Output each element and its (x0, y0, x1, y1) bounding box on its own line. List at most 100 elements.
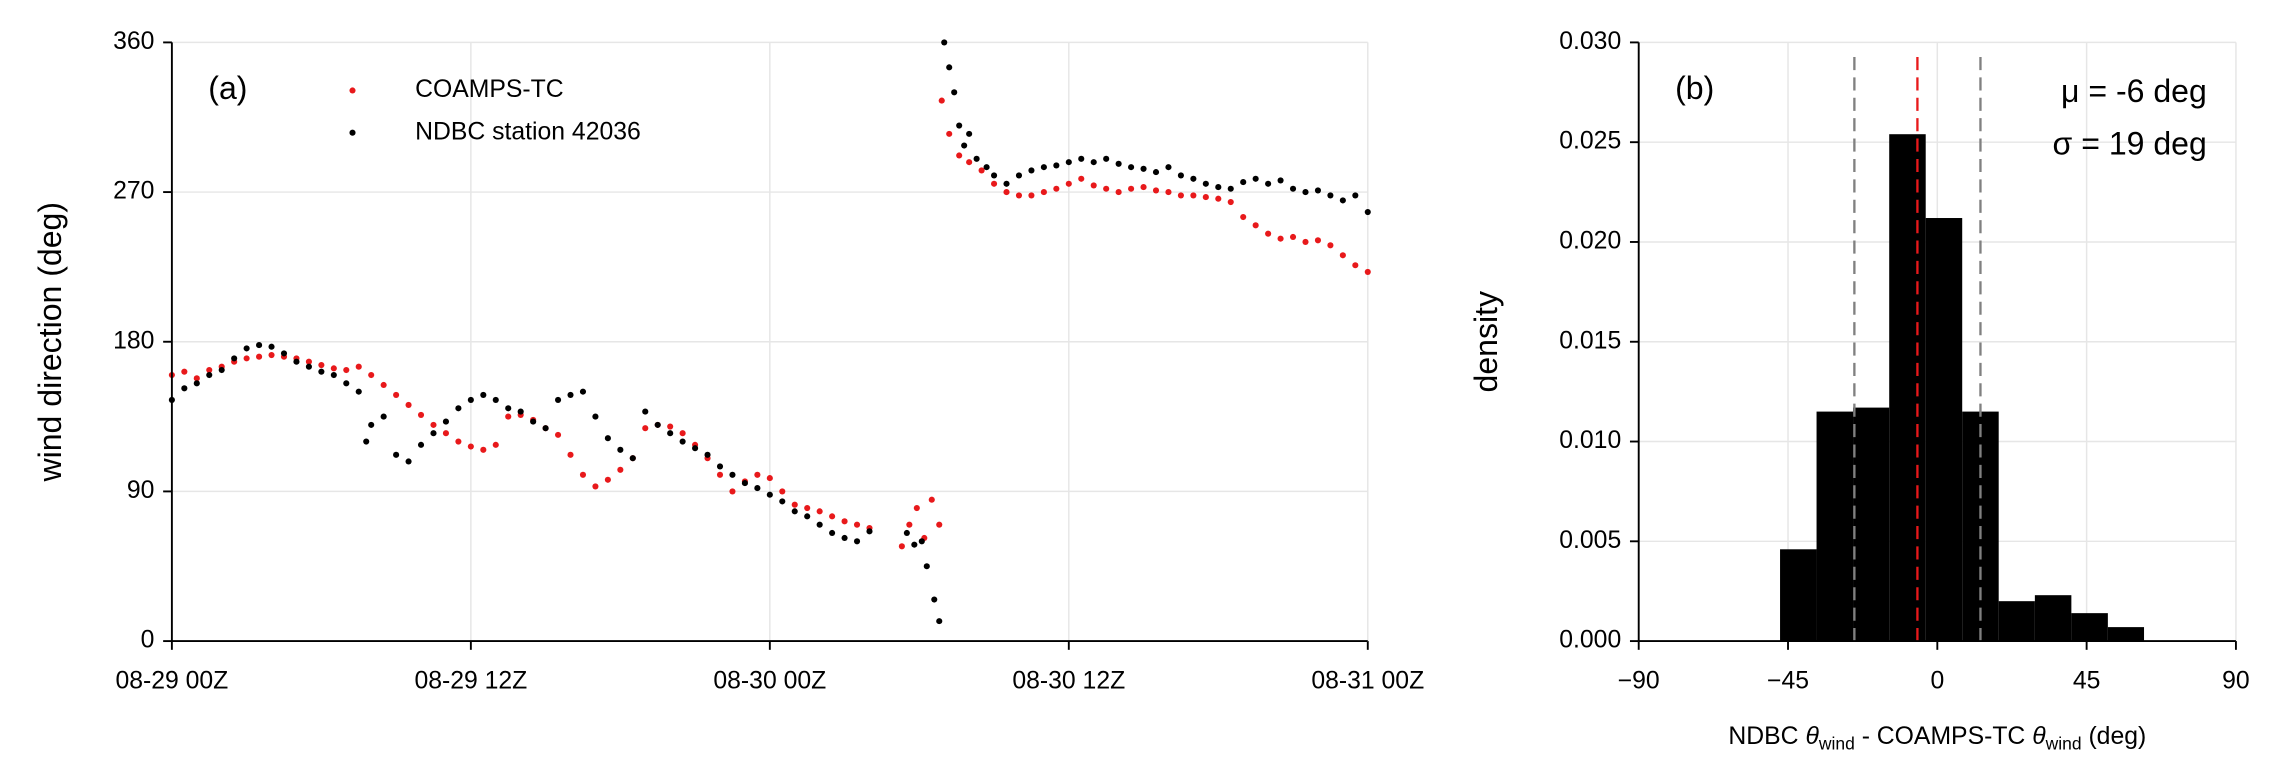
y-tick-label: 360 (113, 28, 154, 55)
data-point (1327, 242, 1334, 249)
data-point (983, 164, 990, 171)
y-tick-label: 0.025 (1559, 128, 1621, 155)
data-point (417, 441, 425, 448)
data-point (938, 97, 945, 104)
annotation: σ = 19 deg (2053, 125, 2207, 161)
data-point (1078, 155, 1085, 162)
data-point (1364, 208, 1371, 216)
data-point (716, 463, 724, 470)
data-point (956, 152, 963, 159)
data-point (1053, 162, 1060, 169)
data-point (1190, 175, 1197, 182)
data-point (1314, 187, 1322, 194)
data-point (206, 371, 213, 379)
data-point (579, 471, 587, 478)
data-point (231, 355, 238, 362)
data-point (1015, 192, 1023, 199)
data-point (1152, 187, 1160, 194)
data-point (754, 471, 761, 478)
data-point (928, 496, 935, 503)
data-point (1202, 194, 1209, 201)
data-point (604, 476, 611, 483)
x-tick-label: 08-29 00Z (115, 667, 228, 694)
panel-label: (b) (1675, 70, 1714, 106)
data-point (1040, 164, 1047, 171)
data-point (1015, 172, 1023, 179)
data-point (268, 343, 275, 350)
x-tick-label: −45 (1767, 667, 1809, 694)
data-point (866, 528, 873, 535)
data-point (991, 180, 998, 187)
data-point (779, 488, 786, 495)
data-point (629, 455, 636, 462)
legend-marker (349, 87, 356, 94)
data-point (380, 413, 387, 420)
data-point (604, 435, 611, 442)
data-point (554, 396, 562, 404)
data-point (946, 130, 953, 137)
data-point (1165, 189, 1172, 196)
data-point (1177, 192, 1184, 199)
data-point (841, 518, 848, 525)
data-point (642, 425, 649, 432)
data-point (505, 405, 512, 412)
data-point (973, 155, 980, 162)
data-point (1352, 262, 1359, 269)
data-point (1227, 185, 1234, 192)
data-point (1003, 180, 1010, 187)
data-point (1265, 230, 1272, 237)
data-point (1302, 238, 1309, 246)
histogram-bar (1889, 134, 1926, 642)
data-point (679, 438, 686, 445)
x-axis-label: NDBC θwind - COAMPS-TC θwind (deg) (1728, 723, 2146, 753)
data-point (430, 421, 437, 428)
data-point (1215, 184, 1222, 191)
panel-label: (a) (208, 70, 247, 106)
data-point (1265, 180, 1272, 187)
y-tick-label: 270 (113, 178, 154, 205)
annotation: μ = -6 deg (2061, 73, 2207, 109)
data-point (913, 504, 920, 512)
y-tick-label: 0.030 (1559, 28, 1621, 55)
data-point (1277, 235, 1284, 242)
data-point (754, 485, 761, 492)
data-point (330, 365, 337, 372)
data-point (505, 413, 512, 420)
data-point (1028, 192, 1035, 199)
data-point (911, 541, 918, 548)
data-point (946, 64, 953, 71)
data-point (305, 358, 312, 365)
data-point (667, 423, 674, 430)
data-point (816, 521, 823, 528)
data-point (181, 385, 188, 392)
data-point (1128, 185, 1135, 192)
data-point (1352, 192, 1359, 199)
data-point (617, 446, 624, 453)
data-point (305, 363, 312, 370)
x-tick-label: 08-29 12Z (414, 667, 527, 694)
data-point (1364, 268, 1371, 275)
data-point (804, 504, 811, 512)
data-point (966, 130, 973, 137)
y-tick-label: 0.020 (1559, 228, 1621, 255)
data-point (480, 446, 487, 453)
data-point (642, 408, 649, 415)
data-point (343, 380, 350, 387)
data-point (193, 380, 200, 387)
data-point (654, 421, 661, 428)
y-tick-label: 0.010 (1559, 427, 1621, 454)
data-point (243, 355, 250, 362)
x-tick-label: 08-31 00Z (1311, 667, 1424, 694)
data-point (918, 538, 925, 545)
data-point (898, 543, 905, 550)
data-point (417, 411, 425, 418)
data-point (1240, 179, 1247, 186)
data-point (816, 508, 823, 515)
data-point (1103, 185, 1110, 192)
data-point (492, 396, 499, 404)
y-tick-label: 180 (113, 327, 154, 354)
data-point (791, 508, 798, 515)
x-tick-label: 08-30 12Z (1012, 667, 1125, 694)
data-point (903, 529, 910, 537)
data-point (951, 89, 958, 96)
